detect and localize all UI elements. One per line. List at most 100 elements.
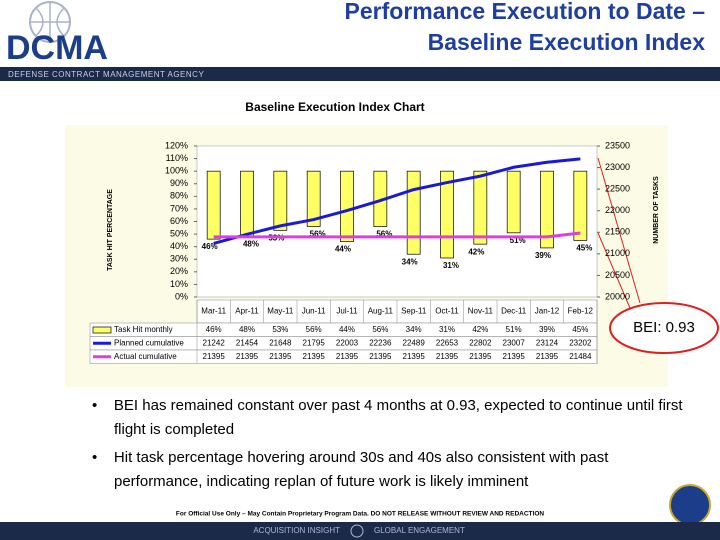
y2-tick-label: 23000 xyxy=(605,162,630,172)
table-cell: 21395 xyxy=(503,352,526,361)
table-cell: 21395 xyxy=(469,352,492,361)
bar-value-label: 46% xyxy=(202,242,218,251)
bar-value-label: 48% xyxy=(243,240,259,249)
bar xyxy=(406,170,421,255)
bar xyxy=(240,170,254,237)
bar xyxy=(340,170,354,242)
y-axis-label: TASK HIT PERCENTAGE xyxy=(107,189,114,271)
table-cell: 51% xyxy=(506,325,522,334)
y-tick-label: 20% xyxy=(170,266,188,276)
footer-notice: For Official Use Only – May Contain Prop… xyxy=(176,511,544,518)
table-cell: 21395 xyxy=(436,352,459,361)
y-tick-label: 50% xyxy=(170,228,188,238)
y2-tick-label: 20000 xyxy=(605,291,630,301)
table-cell: 21454 xyxy=(236,338,259,347)
table-cell: 22003 xyxy=(336,338,359,347)
table-cell: 56% xyxy=(306,325,322,334)
table-cell: 23124 xyxy=(536,338,559,347)
bar xyxy=(473,170,488,245)
bar xyxy=(306,170,321,227)
agency-name: DEFENSE CONTRACT MANAGEMENT AGENCY xyxy=(8,70,204,79)
y2-tick-label: 20500 xyxy=(605,270,630,280)
bar xyxy=(506,170,521,234)
bar-value-label: 51% xyxy=(510,236,526,245)
x-tick-label: Apr-11 xyxy=(235,307,259,316)
table-cell: 21395 xyxy=(403,352,426,361)
table-cell: 22489 xyxy=(403,338,426,347)
x-tick-label: Jun-11 xyxy=(302,307,326,316)
bar xyxy=(206,170,221,240)
callout-line xyxy=(597,232,631,309)
bar-value-label: 45% xyxy=(576,243,592,252)
table-cell: 21648 xyxy=(269,338,292,347)
table-cell: 44% xyxy=(339,325,355,334)
y-tick-label: 10% xyxy=(170,279,188,289)
y-tick-label: 70% xyxy=(170,203,188,213)
footer-right: GLOBAL ENGAGEMENT xyxy=(374,526,465,535)
bar xyxy=(540,170,554,249)
x-tick-label: Nov-11 xyxy=(468,307,494,316)
table-cell: 21795 xyxy=(303,338,326,347)
table-cell: 21395 xyxy=(536,352,559,361)
y2-tick-label: 22500 xyxy=(605,184,630,194)
x-tick-label: Mar-11 xyxy=(201,307,226,316)
x-tick-label: Aug-11 xyxy=(368,307,394,316)
legend-label: Task Hit monthly xyxy=(114,325,173,334)
bullet-text: BEI has remained constant over past 4 mo… xyxy=(113,397,683,438)
y-tick-label: 120% xyxy=(165,140,188,150)
bar-value-label: 31% xyxy=(443,261,459,270)
table-cell: 46% xyxy=(206,325,222,334)
bar-value-label: 39% xyxy=(535,251,551,260)
table-cell: 53% xyxy=(272,325,288,334)
chart-title: Baseline Execution Index Chart xyxy=(245,100,424,114)
logo-globe-lines xyxy=(30,2,70,42)
x-tick-label: Dec-11 xyxy=(501,307,527,316)
table-cell: 21395 xyxy=(236,352,259,361)
callout-line xyxy=(597,157,641,304)
slide-title: Baseline Execution Index xyxy=(428,29,706,55)
table-cell: 22236 xyxy=(369,338,392,347)
table-cell: 22653 xyxy=(436,338,459,347)
table-cell: 23202 xyxy=(569,338,592,347)
table-cell: 21484 xyxy=(569,352,592,361)
y-tick-label: 90% xyxy=(170,178,188,188)
line xyxy=(213,157,581,245)
table-cell: 21395 xyxy=(303,352,326,361)
table-cell: 23007 xyxy=(503,338,526,347)
table-cell: 56% xyxy=(372,325,388,334)
y2-tick-label: 21000 xyxy=(605,248,630,258)
bullet: • BEI has remained constant over past 4 … xyxy=(92,397,683,438)
bar-value-label: 56% xyxy=(376,230,392,239)
y-tick-label: 60% xyxy=(170,216,188,226)
y-tick-label: 100% xyxy=(165,166,188,176)
footer-globe xyxy=(350,524,364,538)
bar xyxy=(273,170,288,231)
table-cell: 48% xyxy=(239,325,255,334)
bar-value-label: 44% xyxy=(335,245,351,254)
y-tick-label: 110% xyxy=(166,153,188,163)
table-cell: 45% xyxy=(572,325,588,334)
bar-value-label: 34% xyxy=(402,257,418,266)
bar-value-label: 42% xyxy=(468,247,484,256)
line xyxy=(213,231,581,239)
footer-band xyxy=(0,522,720,540)
y2-tick-label: 21500 xyxy=(605,227,630,237)
plot-area xyxy=(196,145,598,298)
table-cell: 42% xyxy=(472,325,488,334)
bar-value-label: 56% xyxy=(310,230,326,239)
table-cell: 21395 xyxy=(336,352,359,361)
legend-label: Planned cumulative xyxy=(114,338,184,347)
footer-left: ACQUISITION INSIGHT xyxy=(253,526,340,535)
annotation: BEI: 0.93 xyxy=(633,319,695,336)
y-tick-label: 30% xyxy=(170,254,188,264)
y-tick-label: 0% xyxy=(175,291,188,301)
header-band xyxy=(0,67,720,81)
x-tick-label: May-11 xyxy=(267,307,294,316)
logo-text: DCMA xyxy=(6,29,108,67)
annotation-ellipse xyxy=(609,302,719,354)
slide-title: Performance Execution to Date – xyxy=(345,0,706,24)
table-cell: 21395 xyxy=(203,352,226,361)
y-tick-label: 80% xyxy=(170,191,188,201)
